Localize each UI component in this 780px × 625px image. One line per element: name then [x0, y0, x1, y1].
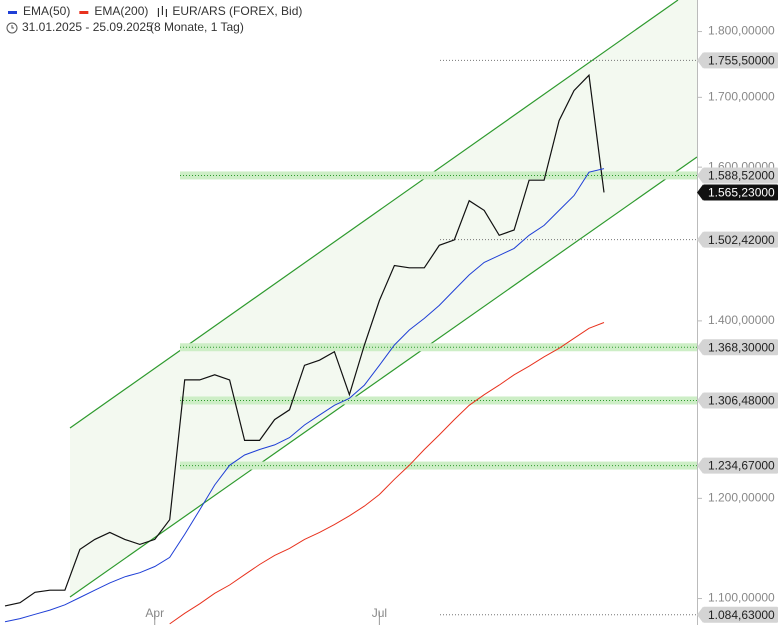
series-line [169, 322, 605, 625]
channel-fill [70, 0, 697, 597]
level-box-pointer [697, 231, 703, 248]
level-box [703, 606, 778, 623]
legend-swatch [79, 11, 89, 14]
level-box-pointer [697, 606, 703, 623]
x-tick-label: Apr [145, 606, 164, 620]
level-box-label: 1.588,52000 [708, 169, 775, 183]
level-box-pointer [697, 52, 703, 69]
y-tick-label: 1.700,00000 [708, 90, 775, 104]
channel-lower [69, 156, 698, 598]
legend-candle-icon [157, 6, 167, 17]
series-line [4, 73, 605, 607]
level-box-label: 1.234,67000 [708, 459, 775, 473]
level-box-pointer [697, 457, 703, 474]
y-tick-label: 1.200,00000 [708, 491, 775, 505]
level-box [703, 392, 778, 409]
level-box-pointer [697, 339, 703, 356]
legend-label: EUR/ARS (FOREX, Bid) [172, 4, 302, 18]
last-price-box-label: 1.565,23000 [708, 186, 775, 200]
level-box-label: 1.084,63000 [708, 608, 775, 622]
clock-hand [11, 25, 14, 29]
y-tick-label: 1.400,00000 [708, 313, 775, 327]
series-line [4, 168, 605, 623]
level-box-label: 1.502,42000 [708, 233, 775, 247]
legend-swatch [8, 11, 17, 14]
level-box-label: 1.306,48000 [708, 394, 775, 408]
period-note: (8 Monate, 1 Tag) [150, 20, 244, 34]
legend-label: EMA(200) [94, 4, 148, 18]
x-tick-label: Jul [372, 606, 387, 620]
last-price-box-pointer [697, 184, 703, 201]
period: 31.01.2025 - 25.09.2025 [22, 20, 153, 34]
level-box-label: 1.755,50000 [708, 54, 775, 68]
legend-label: EMA(50) [23, 4, 70, 18]
level-box [703, 231, 778, 248]
channel-upper [69, 0, 679, 429]
clock-icon [6, 22, 18, 34]
y-tick-label: 1.100,00000 [708, 591, 775, 605]
level-box [703, 339, 778, 356]
y-tick-label: 1.800,00000 [708, 24, 775, 38]
level-box [703, 167, 778, 184]
level-box-pointer [697, 167, 703, 184]
level-box-pointer [697, 392, 703, 409]
header: 31.01.2025 - 25.09.2025 (8 Monate, 1 Tag… [6, 4, 302, 34]
level-box-label: 1.368,30000 [708, 340, 775, 354]
last-price-box [703, 184, 778, 201]
level-box [703, 457, 778, 474]
level-box [703, 52, 778, 69]
